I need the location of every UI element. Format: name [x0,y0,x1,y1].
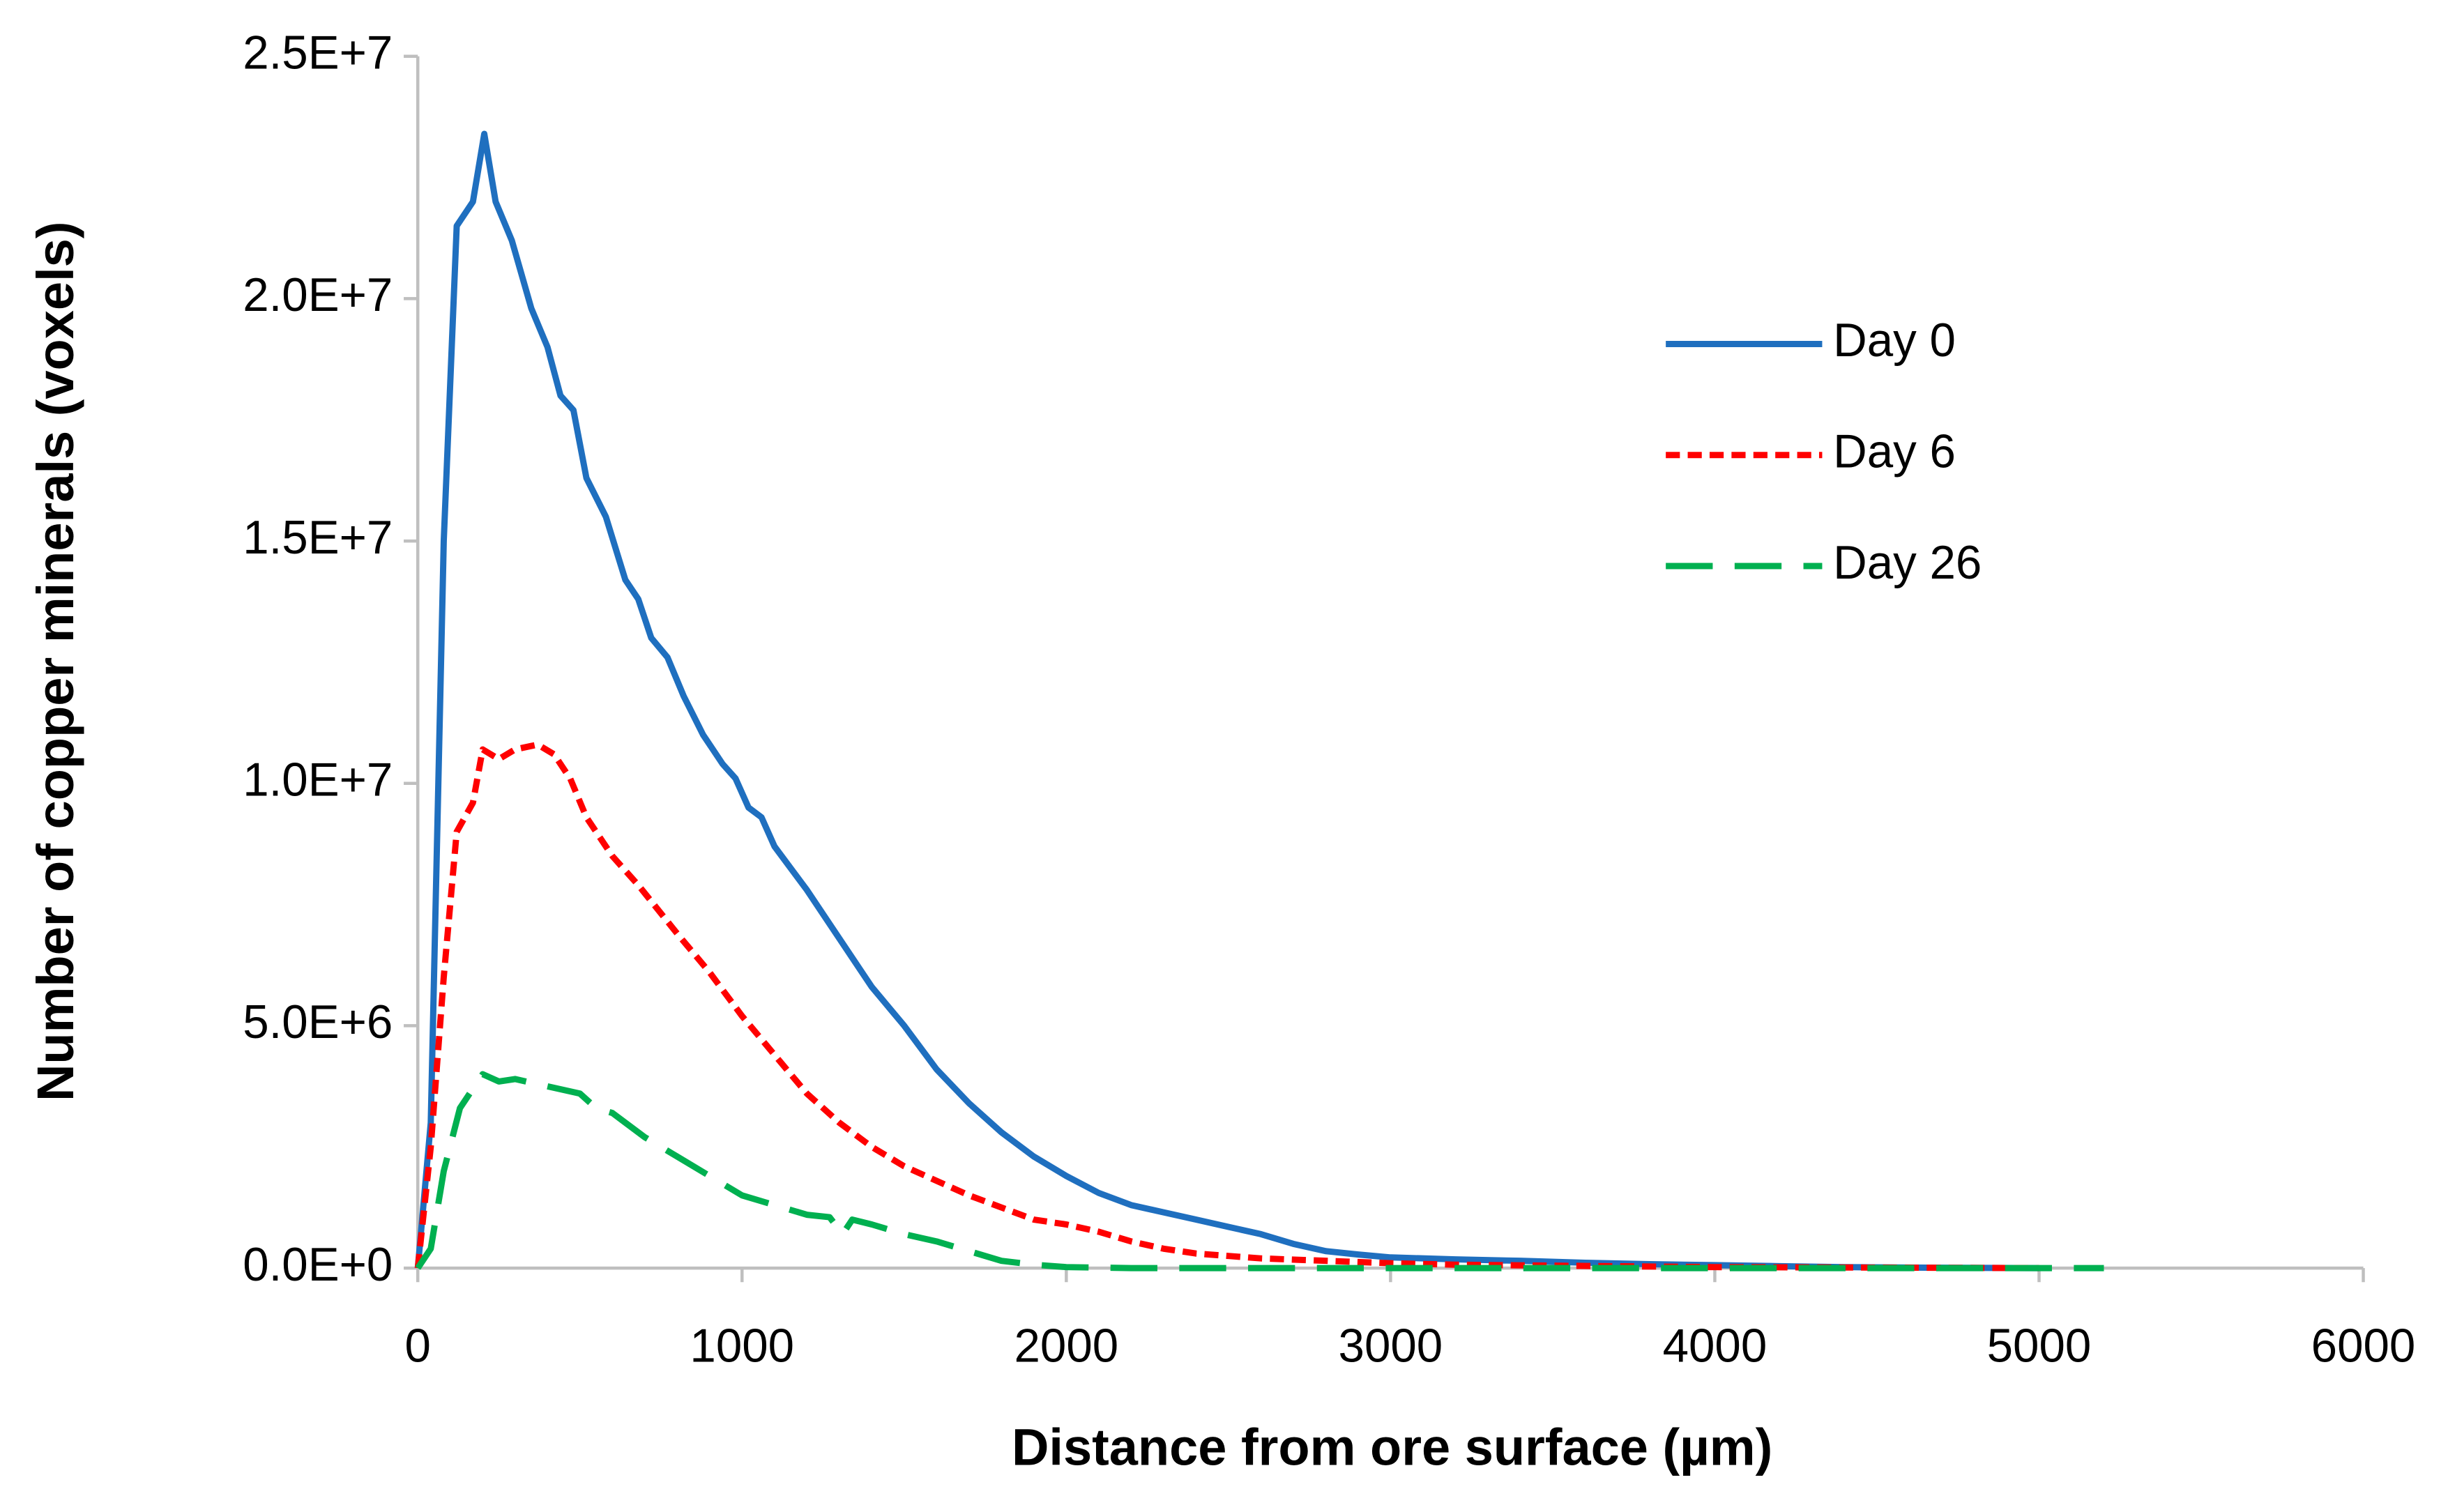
legend-label: Day 0 [1833,314,1956,367]
x-tick-label: 6000 [2311,1320,2416,1373]
y-tick-label: 0.0E+0 [243,1239,393,1291]
y-tick-label: 5.0E+6 [243,996,393,1048]
x-tick-label: 2000 [1014,1320,1118,1373]
data-line [414,741,2039,1272]
legend-label: Day 6 [1833,425,1956,478]
data-line [414,130,2039,1272]
x-tick-label: 5000 [1987,1320,2092,1373]
x-tick-label: 3000 [1339,1320,1443,1373]
y-tick-label: 2.5E+7 [243,27,393,79]
y-tick-label: 2.0E+7 [243,269,393,321]
y-axis-title: Number of copper minerals (voxels) [26,222,84,1101]
x-tick-label: 0 [405,1320,431,1373]
x-tick-label: 4000 [1663,1320,1767,1373]
x-tick-label: 1000 [690,1320,794,1373]
data-line [415,1071,2104,1272]
legend-label: Day 26 [1833,537,1982,589]
y-tick-label: 1.0E+7 [243,754,393,807]
y-tick-label: 1.5E+7 [243,512,393,564]
x-axis-title: Distance from ore surface (µm) [1012,1419,1772,1476]
